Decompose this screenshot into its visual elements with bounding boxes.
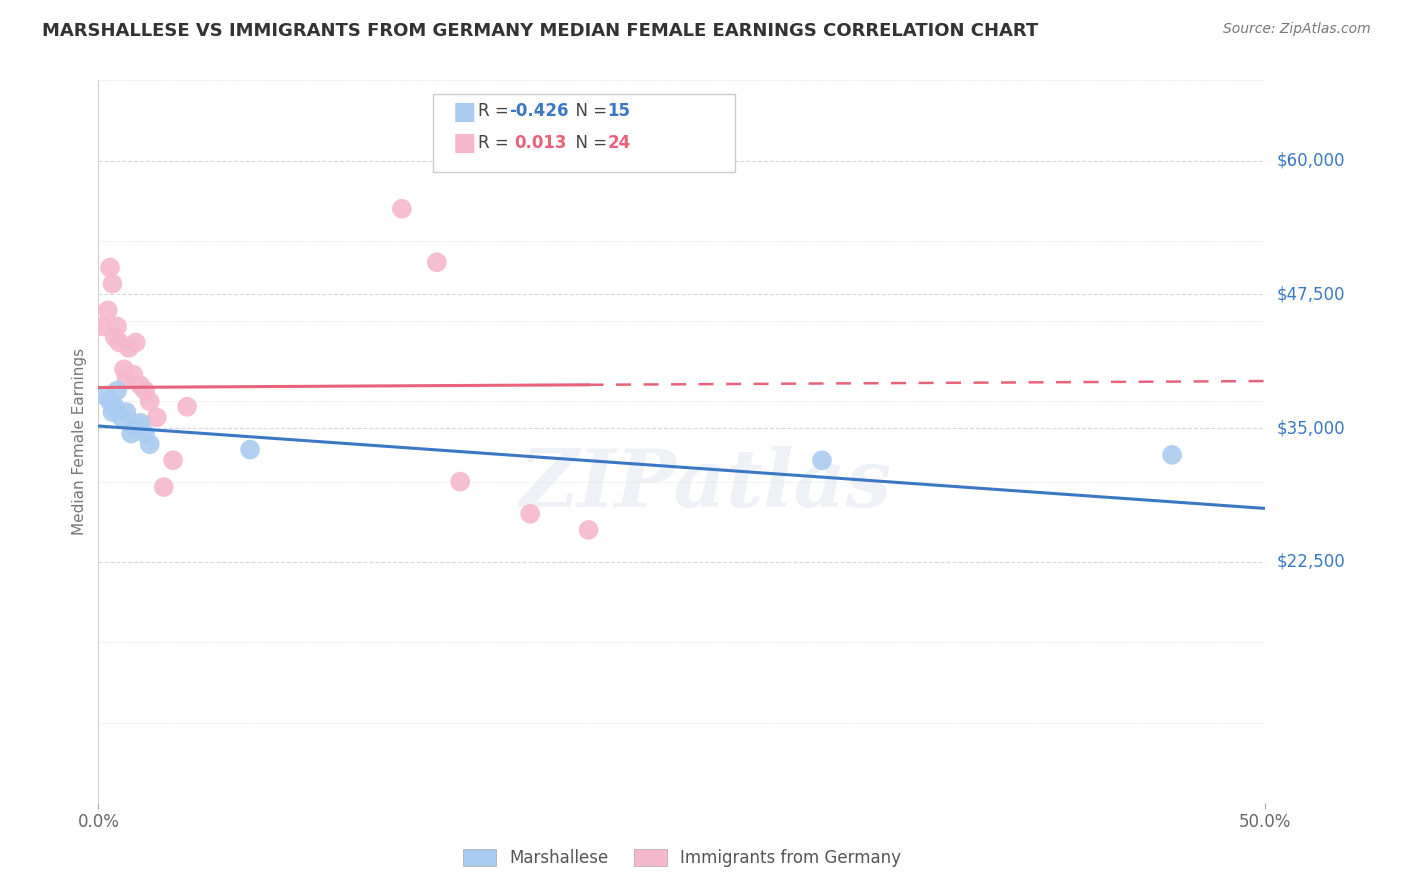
Point — [97, 303, 120, 318]
Point — [449, 475, 471, 489]
Point — [239, 442, 262, 457]
Text: 0.013: 0.013 — [515, 134, 567, 152]
Point — [578, 523, 600, 537]
Text: $35,000: $35,000 — [1277, 419, 1346, 437]
Point — [152, 480, 174, 494]
Text: R =: R = — [478, 134, 519, 152]
Point — [111, 410, 134, 425]
Point — [98, 394, 121, 409]
Text: N =: N = — [565, 134, 613, 152]
Point — [91, 319, 114, 334]
Point — [125, 335, 148, 350]
Y-axis label: Median Female Earnings: Median Female Earnings — [72, 348, 87, 535]
Text: ■: ■ — [453, 131, 477, 154]
Point — [115, 373, 138, 387]
Point — [134, 384, 156, 398]
Text: $47,500: $47,500 — [1277, 285, 1346, 303]
Point — [162, 453, 184, 467]
Point — [122, 368, 145, 382]
Point — [811, 453, 834, 467]
Legend: Marshallese, Immigrants from Germany: Marshallese, Immigrants from Germany — [456, 842, 908, 874]
Point — [112, 362, 135, 376]
Text: ZIPatlas: ZIPatlas — [519, 446, 891, 524]
Point — [115, 405, 138, 419]
Point — [101, 277, 124, 291]
Text: 24: 24 — [607, 134, 631, 152]
Point — [426, 255, 449, 269]
Text: -0.426: -0.426 — [509, 103, 568, 120]
Point — [94, 389, 117, 403]
Point — [120, 426, 142, 441]
Point — [134, 426, 156, 441]
Point — [176, 400, 198, 414]
Point — [391, 202, 413, 216]
Point — [129, 378, 152, 392]
Point — [108, 335, 131, 350]
Point — [105, 319, 128, 334]
Point — [125, 421, 148, 435]
Point — [519, 507, 541, 521]
Point — [139, 437, 162, 451]
Text: MARSHALLESE VS IMMIGRANTS FROM GERMANY MEDIAN FEMALE EARNINGS CORRELATION CHART: MARSHALLESE VS IMMIGRANTS FROM GERMANY M… — [42, 22, 1039, 40]
Text: 15: 15 — [607, 103, 630, 120]
Text: Source: ZipAtlas.com: Source: ZipAtlas.com — [1223, 22, 1371, 37]
Point — [104, 330, 127, 344]
Point — [118, 341, 141, 355]
Text: N =: N = — [565, 103, 613, 120]
Text: $60,000: $60,000 — [1277, 152, 1346, 169]
Point — [139, 394, 162, 409]
Point — [129, 416, 152, 430]
Text: R =: R = — [478, 103, 515, 120]
Point — [1161, 448, 1184, 462]
Text: ■: ■ — [453, 100, 477, 123]
Text: $22,500: $22,500 — [1277, 553, 1346, 571]
Point — [101, 405, 124, 419]
Point — [146, 410, 169, 425]
Point — [105, 384, 128, 398]
Point — [104, 400, 127, 414]
Point — [98, 260, 121, 275]
